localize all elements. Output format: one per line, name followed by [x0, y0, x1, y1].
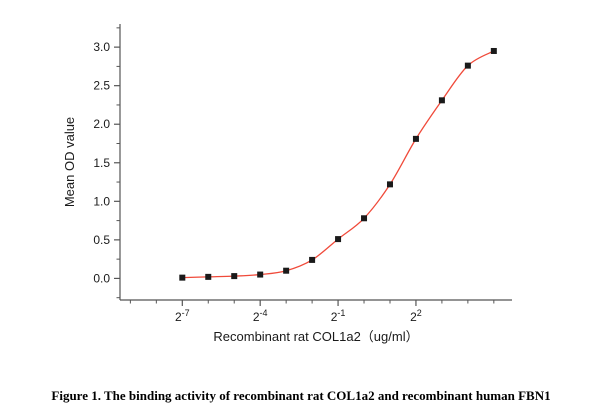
figure-caption: Figure 1. The binding activity of recomb…: [51, 388, 551, 403]
x-axis-label: Recombinant rat COL1a2（ug/ml）: [213, 329, 418, 344]
y-tick-label: 1.5: [93, 156, 110, 170]
y-axis-label: Mean OD value: [62, 117, 77, 207]
data-point-marker: [309, 256, 316, 263]
data-point-marker: [361, 215, 368, 222]
y-tick-label: 2.0: [93, 117, 110, 131]
x-tick-label: 22: [410, 308, 422, 324]
data-point-marker: [179, 274, 186, 281]
axes-group: [114, 24, 512, 306]
data-points-group: [179, 47, 497, 281]
x-tick-label: 2-7: [175, 308, 190, 324]
fit-curve: [182, 50, 495, 279]
data-point-marker: [464, 62, 471, 69]
binding-curve-chart: 0.0 0.5 1.0 1.5 2.0 2.5 3.0 2-7 2-4 2-1 22 Recombi…: [62, 24, 512, 344]
data-point-marker: [283, 267, 290, 274]
y-tick-label: 3.0: [93, 40, 110, 54]
data-point-marker: [205, 273, 212, 280]
y-tick-label: 0.0: [93, 271, 110, 285]
plot-svg: 0.0 0.5 1.0 1.5 2.0 2.5 3.0 2-7 2-4 2-1 22 Recombi…: [62, 24, 512, 344]
tick-labels-group: 0.0 0.5 1.0 1.5 2.0 2.5 3.0 2-7 2-4 2-1 22: [93, 40, 421, 324]
y-tick-label: 1.0: [93, 194, 110, 208]
data-point-marker: [386, 181, 393, 188]
x-tick-label: 2-1: [331, 308, 346, 324]
y-tick-label: 0.5: [93, 233, 110, 247]
data-point-marker: [335, 236, 342, 243]
data-point-marker: [231, 273, 238, 280]
x-tick-label: 2-4: [253, 308, 268, 324]
data-point-marker: [412, 135, 419, 142]
data-point-marker: [438, 97, 445, 104]
fit-curve-group: [182, 50, 495, 279]
data-point-marker: [490, 47, 497, 54]
y-tick-label: 2.5: [93, 79, 110, 93]
data-point-marker: [257, 271, 264, 278]
